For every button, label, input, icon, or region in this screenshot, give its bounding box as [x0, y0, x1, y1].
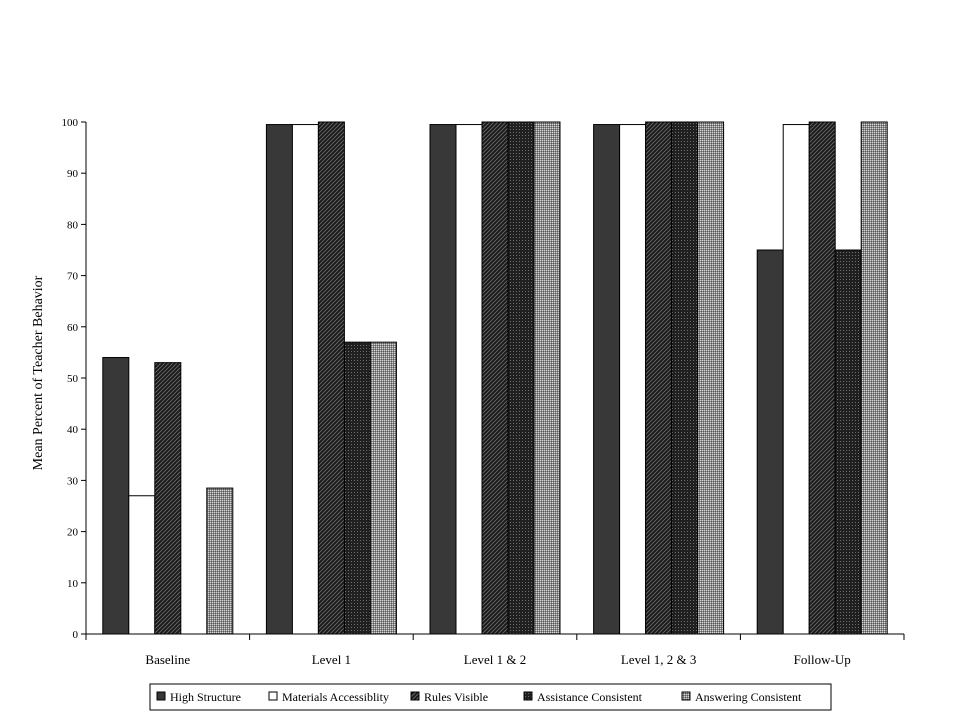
y-tick-label: 80: [67, 219, 79, 231]
legend-label: Answering Consistent: [695, 690, 802, 704]
legend-swatch: [410, 691, 420, 701]
legend-label: Rules Visible: [424, 690, 488, 704]
legend-swatch: [268, 691, 278, 701]
bar: [808, 121, 836, 635]
x-category-label: Baseline: [145, 652, 190, 667]
y-axis-title: Mean Percent of Teacher Behavior: [31, 275, 46, 470]
y-tick-label: 40: [67, 424, 79, 436]
bar: [756, 249, 784, 635]
bars-layer: [102, 121, 888, 635]
y-axis-ticks: 0 10 20 30 40 50 60 70 80 90 100: [62, 117, 86, 641]
bar: [507, 121, 535, 635]
x-category-label: Level 1: [312, 652, 351, 667]
bar: [697, 121, 725, 635]
bar: [593, 124, 621, 635]
bar: [265, 124, 293, 635]
bar: [533, 121, 561, 635]
bar: [429, 124, 457, 635]
legend-label: High Structure: [170, 690, 241, 704]
y-tick-label: 0: [73, 629, 79, 641]
bar: [128, 495, 156, 635]
bar: [671, 121, 699, 635]
y-tick-label: 60: [67, 322, 79, 334]
legend: High Structure Materials Accessiblity Rule…: [149, 683, 832, 711]
bar: [206, 487, 234, 635]
legend-frame: [149, 683, 832, 711]
bar: [343, 341, 371, 635]
bar: [369, 341, 397, 635]
x-category-label: Follow-Up: [794, 652, 851, 667]
bar: [481, 121, 509, 635]
bar: [619, 124, 647, 635]
bar: [317, 121, 345, 635]
y-tick-label: 70: [67, 271, 79, 283]
legend-items: High Structure Materials Accessiblity Rule…: [156, 690, 802, 704]
x-axis-ticks: Baseline Level 1 Level 1 & 2 Level 1, 2 & 3…: [85, 634, 905, 667]
y-tick-label: 90: [67, 168, 79, 180]
y-tick-label: 30: [67, 475, 79, 487]
bar: [860, 121, 888, 635]
bar: [102, 357, 130, 635]
legend-label: Materials Accessiblity: [282, 690, 389, 704]
legend-swatch: [156, 691, 166, 701]
legend-label: Assistance Consistent: [537, 690, 643, 704]
bar: [455, 124, 483, 635]
bar: [782, 124, 810, 635]
legend-swatch: [681, 691, 691, 701]
legend-swatch: [523, 691, 533, 701]
x-category-label: Level 1 & 2: [464, 652, 526, 667]
bar: [834, 249, 862, 635]
y-tick-label: 100: [62, 117, 79, 129]
bar: [154, 362, 182, 635]
y-tick-label: 20: [67, 527, 79, 539]
bar: [645, 121, 673, 635]
y-tick-label: 10: [67, 578, 79, 590]
x-category-label: Level 1, 2 & 3: [621, 652, 696, 667]
y-tick-label: 50: [67, 373, 79, 385]
bar: [291, 124, 319, 635]
